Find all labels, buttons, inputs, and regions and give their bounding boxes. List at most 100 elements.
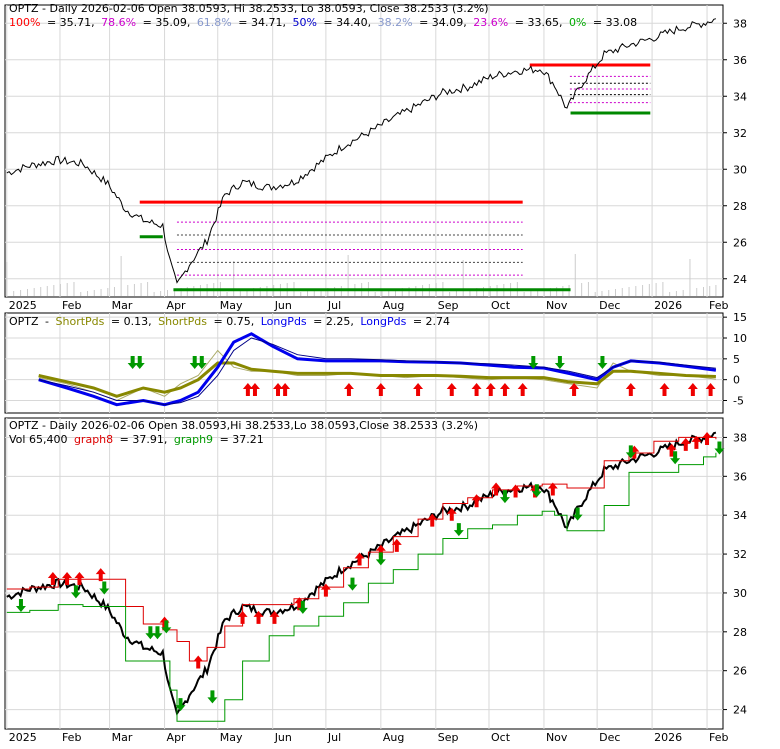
down-arrow <box>354 552 365 566</box>
x-tick-label: Apr <box>167 731 187 744</box>
up-arrow <box>375 552 386 566</box>
oscillator-series <box>38 332 717 407</box>
down-arrow <box>702 432 713 445</box>
x-tick-label: Mar <box>112 299 133 312</box>
x-tick-label: Aug <box>383 299 404 312</box>
down-arrow <box>510 484 521 498</box>
fib-100-value: = 35.71, <box>47 16 95 29</box>
up-arrow <box>161 620 172 634</box>
price-series-panel3 <box>6 431 717 722</box>
y-tick-label: 38 <box>733 17 747 30</box>
up-arrow <box>175 698 186 712</box>
short2-label: ShortPds <box>158 315 207 328</box>
down-arrow <box>427 513 438 527</box>
x-tick-label: Jun <box>274 299 292 312</box>
down-arrow <box>625 383 636 396</box>
fib-0-label: 0% <box>569 16 586 29</box>
graph9-value: = 37.21 <box>220 433 264 446</box>
y-tick-label: 30 <box>733 587 747 600</box>
y-tick-label: 32 <box>733 127 747 140</box>
fib-786-value: = 35.09, <box>143 16 191 29</box>
oscillator-line-1 <box>38 361 716 398</box>
down-arrow <box>471 383 482 396</box>
x-tick-label: 2025 <box>9 731 37 744</box>
down-arrow <box>74 571 85 585</box>
down-arrow <box>343 383 354 396</box>
down-arrow <box>446 507 457 521</box>
y-tick-label: 24 <box>733 273 747 286</box>
y-tick-label: 10 <box>733 332 747 345</box>
x-tick-label: Nov <box>546 299 568 312</box>
up-arrow <box>625 445 636 459</box>
down-arrow <box>485 383 496 396</box>
fib-50-label: 50% <box>292 16 316 29</box>
down-arrow <box>62 571 73 585</box>
x-tick-label: Feb <box>62 299 81 312</box>
up-arrow <box>70 585 81 599</box>
x-tick-label: Jun <box>274 731 292 744</box>
down-arrow <box>569 383 580 396</box>
y-tick-label: 24 <box>733 704 747 717</box>
fib-618-label: 61.8% <box>197 16 232 29</box>
oscillator-legend: OPTZ - ShortPds = 0.13, ShortPds = 0.75,… <box>9 315 450 328</box>
down-arrow <box>280 383 291 396</box>
down-arrow <box>294 597 305 611</box>
up-arrow <box>453 523 464 537</box>
long2-label: LongPds <box>360 315 406 328</box>
panel3-title: OPTZ - Daily 2026-02-06 Open 38.0593,Hi … <box>9 419 478 432</box>
down-arrow <box>691 435 702 449</box>
price-line <box>6 18 717 284</box>
x-tick-label: 2026 <box>654 299 682 312</box>
y-tick-label: 15 <box>733 311 747 324</box>
oscillator-ticker: OPTZ <box>9 315 39 328</box>
down-arrow <box>666 443 677 457</box>
panel1-title: OPTZ - Daily 2026-02-06 Open 38.0593, Hi… <box>9 2 489 15</box>
x-tick-label: 2026 <box>654 731 682 744</box>
y-tick-label: 28 <box>733 626 747 639</box>
down-arrow <box>413 383 424 396</box>
price-series-panel1 <box>6 18 717 284</box>
x-tick-label: Sep <box>438 299 459 312</box>
up-arrow <box>714 441 725 455</box>
x-tick-label: Oct <box>491 731 511 744</box>
panel3-legend: Vol 65,400 graph8 = 37.91, graph9 = 37.2… <box>9 433 264 446</box>
fib-382-label: 38.2% <box>378 16 413 29</box>
long2-value: = 2.74 <box>413 315 450 328</box>
oscillator-line-3 <box>38 337 716 406</box>
down-arrow <box>659 383 670 396</box>
x-tick-label: Mar <box>112 731 133 744</box>
up-arrow <box>499 490 510 504</box>
price-panel-grid <box>5 5 723 297</box>
y-tick-label: 0 <box>733 374 740 387</box>
up-arrow <box>531 484 542 498</box>
graph9-line <box>6 452 717 722</box>
x-tick-label: Apr <box>167 299 187 312</box>
up-arrow <box>597 356 608 369</box>
up-arrow <box>196 356 207 369</box>
x-tick-label: Dec <box>599 299 620 312</box>
down-arrow <box>375 544 386 558</box>
fib-618-value: = 34.71, <box>238 16 286 29</box>
y-tick-label: 36 <box>733 54 747 67</box>
up-arrow <box>127 356 138 369</box>
up-arrow <box>572 507 583 521</box>
x-tick-label: Dec <box>599 731 620 744</box>
down-arrow <box>249 383 260 396</box>
fib-50-value: = 34.40, <box>323 16 371 29</box>
down-arrow <box>517 383 528 396</box>
short1-value: = 0.13, <box>111 315 152 328</box>
x-tick-label: Jul <box>327 299 341 312</box>
x-tick-label: Aug <box>383 731 404 744</box>
down-arrow <box>47 571 58 585</box>
up-arrow <box>189 356 200 369</box>
up-arrow <box>554 356 565 369</box>
fib-0-value: = 33.08 <box>593 16 637 29</box>
axis-labels: 2025 Feb Mar Apr May Jun Jul Aug Sep Oct Nov Dec 202… <box>9 17 747 744</box>
long1-label: LongPds <box>261 315 307 328</box>
down-arrow <box>273 383 284 396</box>
fib-100-label: 100% <box>9 16 40 29</box>
x-tick-label: Oct <box>491 299 511 312</box>
up-arrow <box>207 690 218 704</box>
